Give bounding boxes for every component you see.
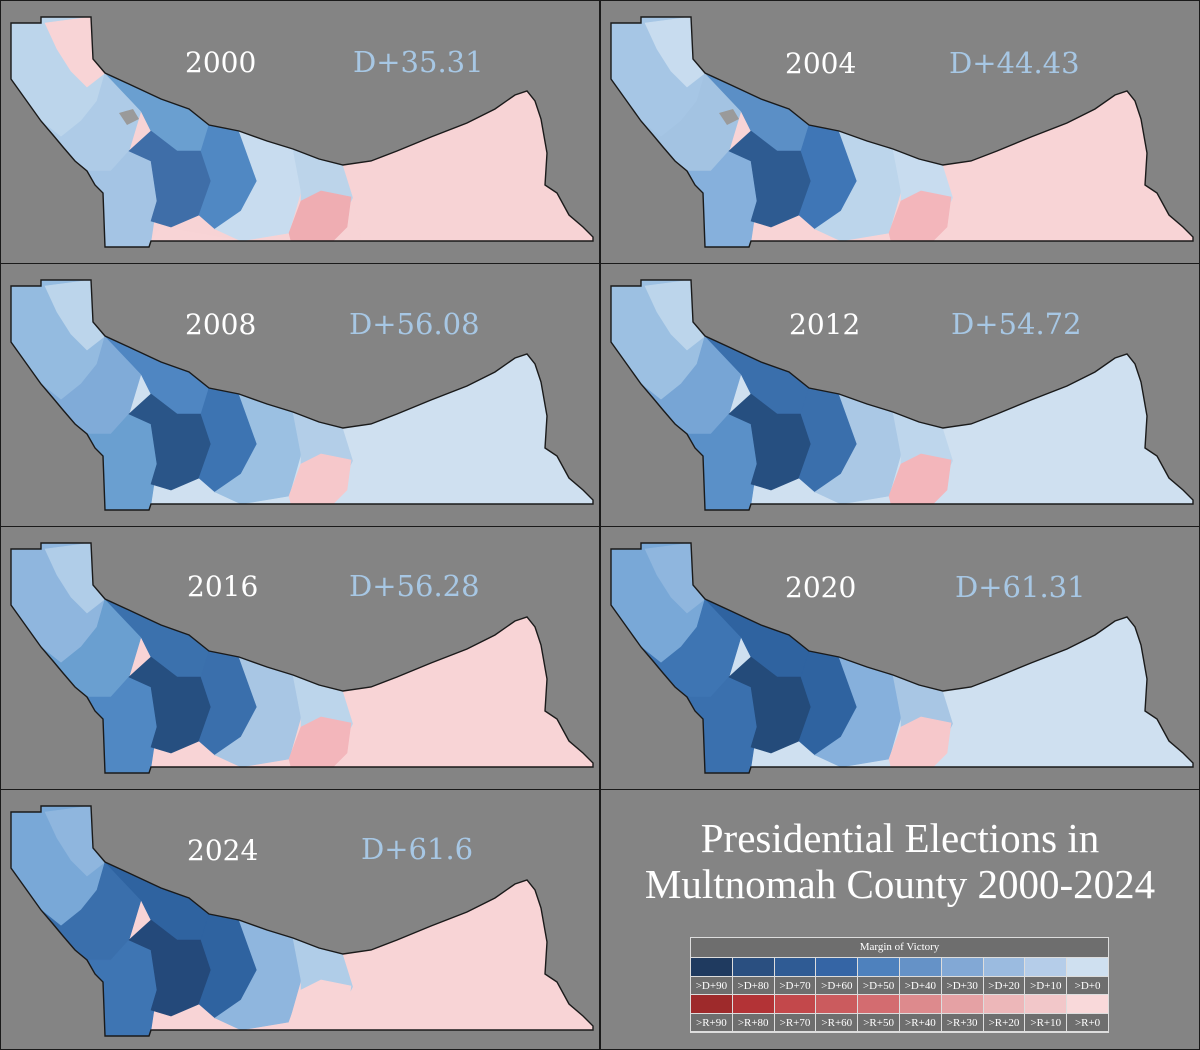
county-map-svg	[10, 279, 594, 511]
legend-dem-labels: >D+90 >D+80 >D+70 >D+60 >D+50 >D+40 >D+30 >D+20…	[691, 976, 1108, 995]
dem-label: >D+30	[941, 976, 984, 995]
dem-label: >D+90	[691, 976, 733, 995]
county-outline	[10, 279, 594, 511]
precinct-region	[288, 716, 352, 768]
legend-dem-swatches	[691, 958, 1108, 976]
no-data-region	[119, 109, 139, 125]
rep-swatch	[941, 995, 984, 1013]
margin-label-2004: D+44.43	[949, 46, 1080, 80]
map-panel-2020: 2020 D+61.31	[600, 526, 1200, 790]
rep-label: >R+10	[1025, 1013, 1068, 1032]
rep-label: >R+80	[732, 1013, 775, 1032]
county-outline	[610, 542, 1194, 774]
precinct-region	[888, 190, 952, 242]
county-map-svg	[10, 16, 594, 248]
rep-label: >R+20	[983, 1013, 1026, 1032]
county-map-svg	[610, 16, 1194, 248]
precinct-region	[342, 90, 593, 242]
dem-swatch	[732, 958, 775, 976]
precinct-region	[342, 616, 593, 768]
year-label-2024: 2024	[187, 834, 259, 867]
no-data-region	[719, 109, 739, 125]
county-map-svg	[610, 279, 1194, 511]
margin-label-2012: D+54.72	[951, 307, 1082, 341]
county-outline	[10, 16, 594, 248]
dem-label: >D+20	[983, 976, 1026, 995]
rep-label: >R+90	[691, 1013, 733, 1032]
dem-swatch	[1067, 958, 1108, 976]
legend-rep-labels: >R+90 >R+80 >R+70 >R+60 >R+50 >R+40 >R+30 >R+20…	[691, 1013, 1108, 1032]
dem-label: >D+0	[1067, 976, 1108, 995]
precinct-region	[942, 90, 1193, 242]
rep-label: >R+50	[858, 1013, 900, 1032]
margin-label-2016: D+56.28	[349, 569, 480, 603]
precinct-region	[942, 353, 1193, 505]
margin-label-2000: D+35.31	[353, 45, 484, 79]
dem-swatch	[691, 958, 733, 976]
dem-label: >D+80	[732, 976, 775, 995]
map-panel-2016: 2016 D+56.28	[0, 526, 600, 790]
dem-swatch	[1025, 958, 1068, 976]
year-label-2004: 2004	[785, 47, 857, 80]
precinct-region	[342, 879, 593, 1031]
legend-rep-swatches	[691, 995, 1108, 1013]
rep-label: >R+30	[941, 1013, 984, 1032]
rep-swatch	[1067, 995, 1108, 1013]
map-panel-2008: 2008 D+56.08	[0, 263, 600, 527]
margin-label-2024: D+61.6	[361, 832, 474, 866]
year-label-2008: 2008	[185, 308, 257, 341]
rep-swatch	[732, 995, 775, 1013]
dem-swatch	[983, 958, 1026, 976]
rep-swatch	[899, 995, 942, 1013]
county-outline	[10, 805, 594, 1037]
legend: Margin of Victory >D+90 >D+80 >D+70 >D+60 >D…	[690, 937, 1109, 1033]
legend-header: Margin of Victory	[691, 938, 1108, 958]
dem-label: >D+10	[1025, 976, 1068, 995]
dem-label: >D+60	[816, 976, 859, 995]
map-panel-2024: 2024 D+61.6	[0, 789, 600, 1050]
rep-label: >R+0	[1067, 1013, 1108, 1032]
dem-swatch	[774, 958, 817, 976]
dem-swatch	[858, 958, 900, 976]
precinct-region	[288, 190, 352, 242]
precinct-region	[888, 716, 952, 768]
rep-swatch	[983, 995, 1026, 1013]
county-outline	[10, 542, 594, 774]
dem-label: >D+50	[858, 976, 900, 995]
dem-swatch	[899, 958, 942, 976]
dem-label: >D+40	[899, 976, 942, 995]
dem-swatch	[816, 958, 859, 976]
map-panel-2000: 2000 D+35.31	[0, 0, 600, 264]
year-label-2016: 2016	[187, 570, 259, 603]
rep-swatch	[858, 995, 900, 1013]
dem-swatch	[941, 958, 984, 976]
county-map-svg	[10, 542, 594, 774]
precinct-region	[342, 353, 593, 505]
margin-label-2020: D+61.31	[955, 570, 1086, 604]
rep-swatch	[1025, 995, 1068, 1013]
rep-label: >R+40	[899, 1013, 942, 1032]
map-panel-2004: 2004 D+44.43	[600, 0, 1200, 264]
precinct-region	[888, 453, 952, 505]
rep-label: >R+70	[774, 1013, 817, 1032]
dem-label: >D+70	[774, 976, 817, 995]
rep-swatch	[691, 995, 733, 1013]
year-label-2020: 2020	[785, 571, 857, 604]
year-label-2000: 2000	[185, 46, 257, 79]
county-outline	[610, 16, 1194, 248]
rep-swatch	[774, 995, 817, 1013]
precinct-region	[288, 453, 352, 505]
precinct-region	[288, 979, 352, 1031]
precinct-region	[942, 616, 1193, 768]
margin-label-2008: D+56.08	[349, 307, 480, 341]
year-label-2012: 2012	[789, 308, 861, 341]
rep-swatch	[816, 995, 859, 1013]
county-outline	[610, 279, 1194, 511]
county-map-svg	[10, 805, 594, 1037]
map-panel-2012: 2012 D+54.72	[600, 263, 1200, 527]
rep-label: >R+60	[816, 1013, 859, 1032]
county-map-svg	[610, 542, 1194, 774]
